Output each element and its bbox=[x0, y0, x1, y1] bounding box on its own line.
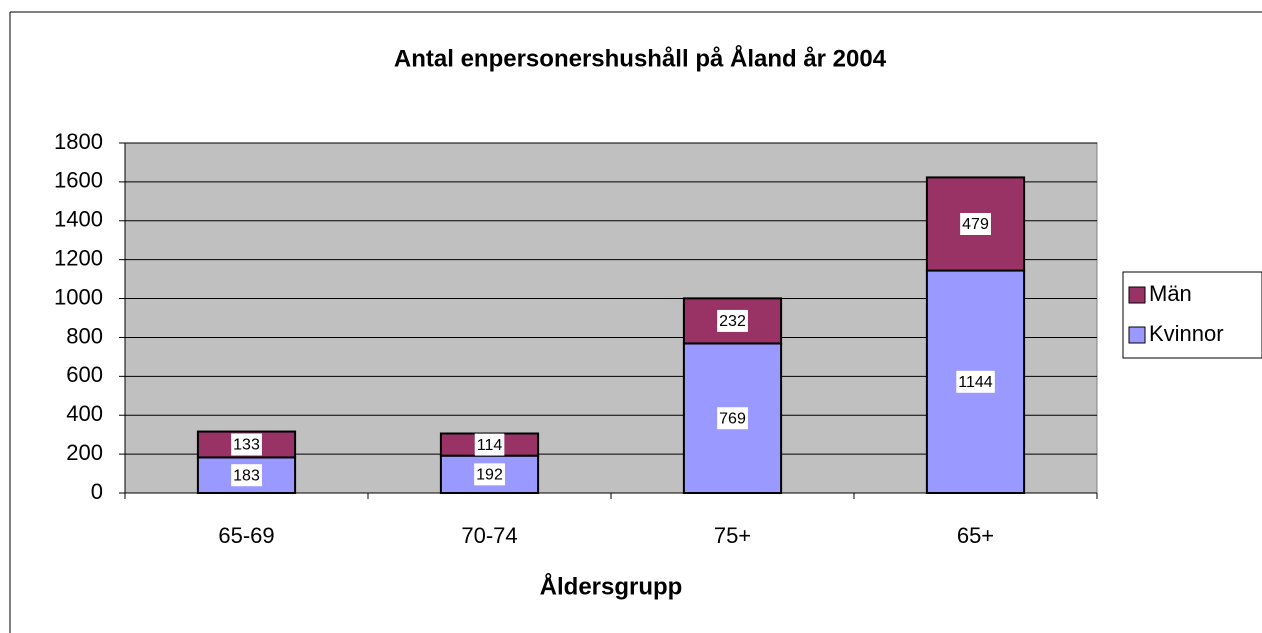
data-label-bg bbox=[960, 212, 991, 235]
x-tick-label: 65+ bbox=[957, 523, 994, 548]
x-tick-label: 70-74 bbox=[461, 523, 517, 548]
y-tick-label: 200 bbox=[66, 440, 103, 465]
data-label: 479 bbox=[962, 216, 989, 233]
legend-swatch bbox=[1128, 326, 1146, 344]
data-label-bg bbox=[474, 463, 505, 486]
data-label-bg bbox=[231, 464, 262, 487]
y-tick-label: 1400 bbox=[54, 207, 103, 232]
data-label: 133 bbox=[233, 437, 260, 454]
data-label-bg bbox=[231, 433, 262, 456]
bar-segment bbox=[682, 297, 783, 345]
x-tick-label: 65-69 bbox=[218, 523, 274, 548]
y-tick-label: 0 bbox=[91, 479, 103, 504]
legend-label: Kvinnor bbox=[1149, 321, 1224, 346]
data-label: 769 bbox=[719, 410, 746, 427]
y-tick-label: 1800 bbox=[54, 129, 103, 154]
x-axis-title: Åldersgrupp bbox=[540, 572, 683, 600]
legend-swatch bbox=[1128, 286, 1146, 304]
data-label: 192 bbox=[476, 467, 503, 484]
y-tick-label: 400 bbox=[66, 401, 103, 426]
x-tick-label: 75+ bbox=[714, 523, 751, 548]
data-label: 183 bbox=[233, 467, 260, 484]
data-label: 232 bbox=[719, 313, 746, 330]
data-label-bg bbox=[956, 370, 995, 393]
data-label: 1144 bbox=[958, 374, 993, 391]
data-label-bg bbox=[717, 407, 748, 430]
y-tick-label: 800 bbox=[66, 323, 103, 348]
y-tick-label: 1600 bbox=[54, 168, 103, 193]
y-tick-label: 600 bbox=[66, 362, 103, 387]
chart-title: Antal enpersonershushåll på Åland år 200… bbox=[394, 44, 887, 72]
data-label-bg bbox=[474, 433, 505, 456]
legend-label: Män bbox=[1149, 281, 1192, 306]
y-tick-label: 1200 bbox=[54, 245, 103, 270]
legend-frame bbox=[1122, 271, 1262, 359]
data-label-bg bbox=[717, 309, 748, 332]
data-label: 114 bbox=[477, 437, 503, 454]
y-tick-label: 1000 bbox=[54, 284, 103, 309]
